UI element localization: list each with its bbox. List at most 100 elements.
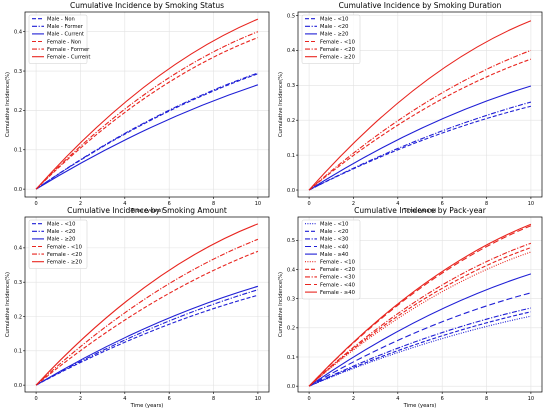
legend-label: Male - <40 (320, 244, 348, 250)
series-line (35, 223, 259, 386)
series-line (35, 289, 259, 386)
series-line (308, 85, 532, 191)
series-line (35, 250, 259, 386)
y-axis-label: Cumulative Incidence(%) (5, 272, 11, 337)
legend-box (301, 219, 361, 300)
chart-title: Cumulative Incidence by Smoking Amount (67, 206, 227, 215)
y-tick-label: 0.2 (14, 108, 22, 114)
x-tick-label: 4 (123, 396, 126, 402)
x-tick-label: 2 (352, 396, 355, 402)
legend-label: Female - Former (47, 47, 90, 53)
series-line (308, 49, 532, 191)
legend-label: Female - Current (47, 55, 90, 61)
y-tick-label: 0.1 (287, 153, 295, 159)
series-line (308, 292, 532, 387)
y-tick-label: 0.2 (14, 314, 22, 320)
series-line (35, 31, 259, 190)
series-line (308, 105, 532, 191)
legend-label: Male - <20 (320, 229, 348, 235)
series-line (35, 73, 259, 190)
legend-label: Female - <20 (320, 47, 355, 53)
series-line (308, 242, 532, 387)
x-axis-label: Time (years) (403, 403, 437, 409)
legend-label: Male - Current (47, 32, 84, 38)
legend-label: Male - <10 (320, 17, 348, 23)
x-tick-label: 2 (79, 396, 82, 402)
series-line (308, 311, 532, 387)
y-tick-label: 0.2 (287, 118, 295, 124)
x-tick-label: 4 (123, 201, 126, 207)
legend-label: Female - ≥40 (320, 290, 355, 296)
legend-label: Female - <30 (320, 275, 355, 281)
y-axis-label: Cumulative Incidence(%) (278, 272, 284, 337)
series-line (308, 247, 532, 387)
chart-panel: Cumulative Incidence by Smoking Amount 0 2… (5, 206, 270, 409)
legend-label: Male - <20 (320, 24, 348, 30)
legend-label: Female - ≥20 (320, 55, 355, 61)
x-tick-label: 10 (528, 396, 534, 402)
x-tick-label: 4 (396, 396, 399, 402)
series-line (35, 285, 259, 386)
legend-label: Female - <10 (320, 39, 355, 45)
y-tick-label: 0.5 (287, 13, 295, 19)
x-axis-label: Time (years) (130, 208, 164, 214)
y-tick-label: 0.0 (14, 187, 22, 193)
x-tick-label: 8 (212, 201, 215, 207)
x-tick-label: 0 (307, 201, 310, 207)
legend-label: Female - <10 (47, 244, 82, 250)
series-line (308, 20, 532, 191)
chart-panel: Cumulative Incidence by Smoking Status 0 2… (5, 1, 270, 214)
legend-box (28, 219, 88, 269)
y-tick-label: 0.3 (287, 83, 295, 89)
legend-label: Male - Non (47, 17, 75, 23)
x-tick-label: 2 (352, 201, 355, 207)
x-tick-label: 6 (441, 201, 444, 207)
y-tick-label: 0.4 (287, 267, 295, 273)
y-tick-label: 0.3 (14, 280, 22, 286)
series-line (35, 37, 259, 190)
x-axis-label: Time (years) (130, 403, 164, 409)
chart-title: Cumulative Incidence by Pack-year (354, 206, 487, 215)
x-tick-label: 6 (168, 201, 171, 207)
legend-label: Male - ≥20 (47, 237, 75, 243)
legend-label: Male - <10 (320, 222, 348, 228)
legend-label: Female - ≥20 (47, 260, 82, 266)
y-tick-label: 0.3 (14, 69, 22, 75)
legend-box (301, 14, 361, 64)
legend-box (28, 14, 88, 64)
x-tick-label: 6 (168, 396, 171, 402)
legend-label: Male - <20 (47, 229, 75, 235)
chart-title: Cumulative Incidence by Smoking Duration (339, 1, 502, 10)
x-tick-label: 10 (255, 201, 261, 207)
plot-frame (297, 216, 543, 393)
plot-frame (24, 11, 270, 198)
y-tick-label: 0.4 (14, 29, 22, 35)
x-tick-label: 10 (255, 396, 261, 402)
x-tick-label: 10 (528, 201, 534, 207)
y-tick-label: 0.2 (287, 326, 295, 332)
y-tick-label: 0.0 (14, 383, 22, 389)
y-axis-label: Cumulative Incidence(%) (5, 72, 11, 137)
legend-label: Male - <30 (320, 237, 348, 243)
y-tick-label: 0.4 (287, 48, 295, 54)
chart-title: Cumulative Incidence by Smoking Status (70, 1, 224, 10)
series-line (35, 294, 259, 386)
legend-label: Male - <10 (47, 222, 75, 228)
series-line (308, 223, 532, 387)
x-tick-label: 8 (485, 396, 488, 402)
series-line (35, 72, 259, 190)
legend-label: Female - Non (47, 39, 81, 45)
x-tick-label: 0 (34, 396, 37, 402)
x-tick-label: 8 (212, 396, 215, 402)
y-tick-label: 0.5 (287, 238, 295, 244)
y-tick-label: 0.0 (287, 384, 295, 390)
legend-label: Male - Former (47, 24, 84, 30)
series-line (308, 58, 532, 191)
y-tick-label: 0.1 (14, 349, 22, 355)
series-line (35, 84, 259, 190)
x-axis-label: Time (years) (403, 208, 437, 214)
y-axis-label: Cumulative Incidence(%) (278, 72, 284, 137)
series-line (35, 18, 259, 190)
